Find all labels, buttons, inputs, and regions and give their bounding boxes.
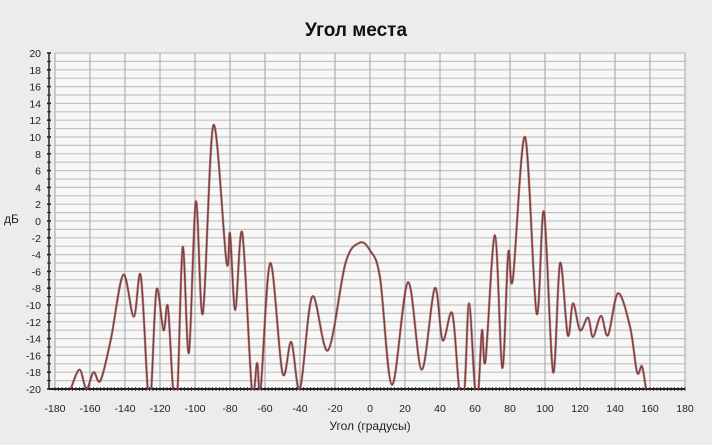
y-tick-label: -8 <box>32 283 41 295</box>
x-tick-label: 60 <box>469 403 481 415</box>
x-tick-label: 80 <box>504 403 516 415</box>
y-tick-label: 10 <box>29 132 41 144</box>
x-tick-label: 40 <box>434 403 446 415</box>
x-tick-label: -180 <box>44 403 65 415</box>
x-axis-label: Угол (градусы) <box>329 419 411 433</box>
x-tick-label: -140 <box>114 403 135 415</box>
y-axis-label: дБ <box>4 212 19 226</box>
y-tick-label: 14 <box>29 98 41 110</box>
x-tick-label: 20 <box>399 403 411 415</box>
x-tick-label: -40 <box>292 403 307 415</box>
y-tick-label: 8 <box>35 149 41 161</box>
x-tick-label: -100 <box>184 403 205 415</box>
y-tick-label: 6 <box>35 166 41 178</box>
x-tick-label: -80 <box>222 403 237 415</box>
y-tick-label: -18 <box>26 367 41 379</box>
x-tick-label: -60 <box>257 403 272 415</box>
x-tick-label: 120 <box>571 403 589 415</box>
x-tick-label: 100 <box>536 403 554 415</box>
y-tick-label: -20 <box>26 384 41 396</box>
y-tick-label: 2 <box>35 199 41 211</box>
y-tick-label: 16 <box>29 82 41 94</box>
x-tick-label: -120 <box>149 403 170 415</box>
x-tick-label: 140 <box>606 403 624 415</box>
x-tick-label: 0 <box>367 403 373 415</box>
chart-title: Угол места <box>304 20 408 41</box>
y-tick-label: 4 <box>35 182 41 194</box>
y-tick-label: -14 <box>26 334 41 346</box>
y-tick-label: 18 <box>29 65 41 77</box>
x-tick-label: 160 <box>641 403 659 415</box>
y-tick-label: -12 <box>26 317 41 329</box>
series-line <box>70 124 647 390</box>
x-tick-label: -160 <box>79 403 100 415</box>
y-tick-label: 12 <box>29 115 41 127</box>
y-tick-label: -6 <box>32 266 41 278</box>
y-tick-label: 20 <box>29 48 41 60</box>
x-tick-label: -20 <box>327 403 342 415</box>
y-tick-label: -4 <box>32 250 41 262</box>
y-tick-label: -2 <box>32 233 41 245</box>
x-tick-label: 180 <box>676 403 694 415</box>
y-tick-label: -10 <box>26 300 41 312</box>
y-tick-label: -16 <box>26 350 41 362</box>
y-tick-label: 0 <box>35 216 41 228</box>
